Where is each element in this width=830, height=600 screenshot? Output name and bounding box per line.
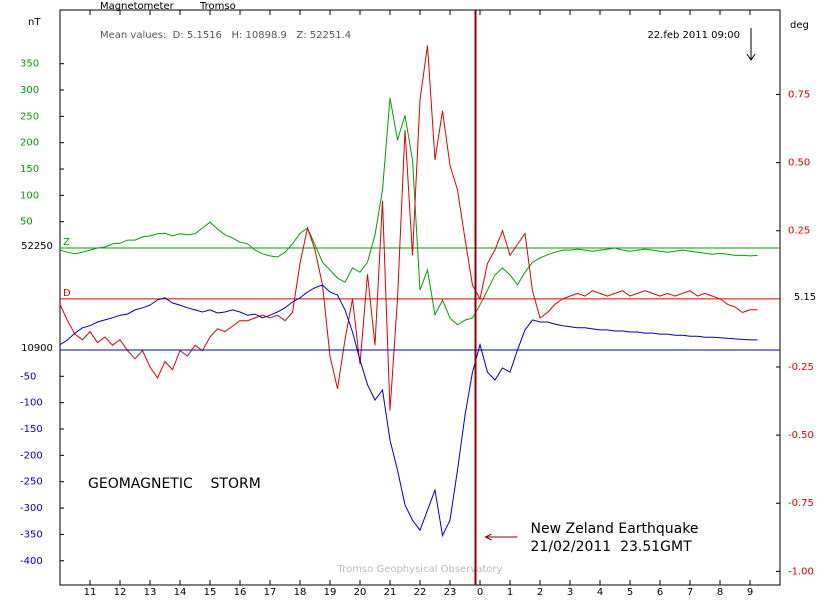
y-tick-label: 0.75 [788,89,810,100]
baseline-label: 52250 [21,241,53,252]
x-tick-label: 1 [507,587,513,598]
y-tick-label: 150 [20,164,39,175]
y-tick-label: -1.00 [788,566,814,577]
chart-subtitle: Tromso [199,1,236,12]
y-tick-label: -50 [20,371,36,382]
x-tick-label: 0 [477,587,483,598]
baseline-label: 5.15 [794,292,816,303]
x-tick-label: 5 [627,587,633,598]
y-tick-label: 0.50 [788,158,810,169]
y-tick-label: -100 [20,398,43,409]
x-tick-label: 4 [597,587,603,598]
y-tick-label: 100 [20,190,39,201]
y-tick-label: -0.25 [788,362,814,373]
y-tick-label: -300 [20,503,43,514]
y-tick-label: -200 [20,450,43,461]
y-tick-label: -400 [20,556,43,567]
x-tick-label: 18 [294,587,307,598]
x-tick-label: 16 [234,587,247,598]
x-tick-label: 17 [264,587,277,598]
series-line [59,45,758,411]
y-tick-label: 250 [20,111,39,122]
watermark: Tromso Geophysical Observatory [337,564,503,575]
y-tick-label: -0.75 [788,498,814,509]
y-tick-label: 200 [20,138,39,149]
y-tick-label: 50 [20,217,33,228]
x-tick-label: 9 [747,587,753,598]
x-tick-label: 13 [144,587,157,598]
date-label: 22.feb 2011 09:00 [647,30,740,41]
x-tick-label: 3 [567,587,573,598]
x-tick-label: 12 [114,587,127,598]
series-line [59,97,758,326]
arrow [746,28,756,61]
x-tick-label: 2 [537,587,543,598]
y-tick-label: 300 [20,85,39,96]
y-tick-label: -0.50 [788,430,814,441]
x-tick-label: 6 [657,587,663,598]
x-tick-label: 21 [384,587,397,598]
y-tick-label: -150 [20,424,43,435]
series-label: Z [63,237,70,248]
event-label: New Zeland Earthquake [531,521,699,537]
series-label: D [63,288,71,299]
event-label: 21/02/2011 23.51GMT [531,539,693,555]
series-line [59,284,758,538]
x-tick-label: 22 [414,587,427,598]
y-tick-label: -350 [20,529,43,540]
y-tick-label: -250 [20,477,43,488]
y-tick-label: 350 [20,59,39,70]
x-tick-label: 11 [84,587,97,598]
x-tick-label: 20 [354,587,367,598]
y-axis-label: nT [28,17,41,28]
x-tick-label: 14 [174,587,187,598]
event-arrow-head [484,533,492,541]
chart-title: Magnetometer [100,1,175,12]
baseline-label: 10900 [21,343,53,354]
x-tick-label: 8 [717,587,723,598]
x-tick-label: 7 [687,587,693,598]
x-tick-label: 19 [324,587,337,598]
annotation: GEOMAGNETIC STORM [88,476,261,492]
y2-axis-label: deg [790,20,809,31]
x-tick-label: 15 [204,587,217,598]
mean-values: Mean values: D: 5.1516 H: 10898.9 Z: 522… [100,30,351,41]
y-tick-label: 0.25 [788,226,810,237]
x-tick-label: 23 [444,587,457,598]
